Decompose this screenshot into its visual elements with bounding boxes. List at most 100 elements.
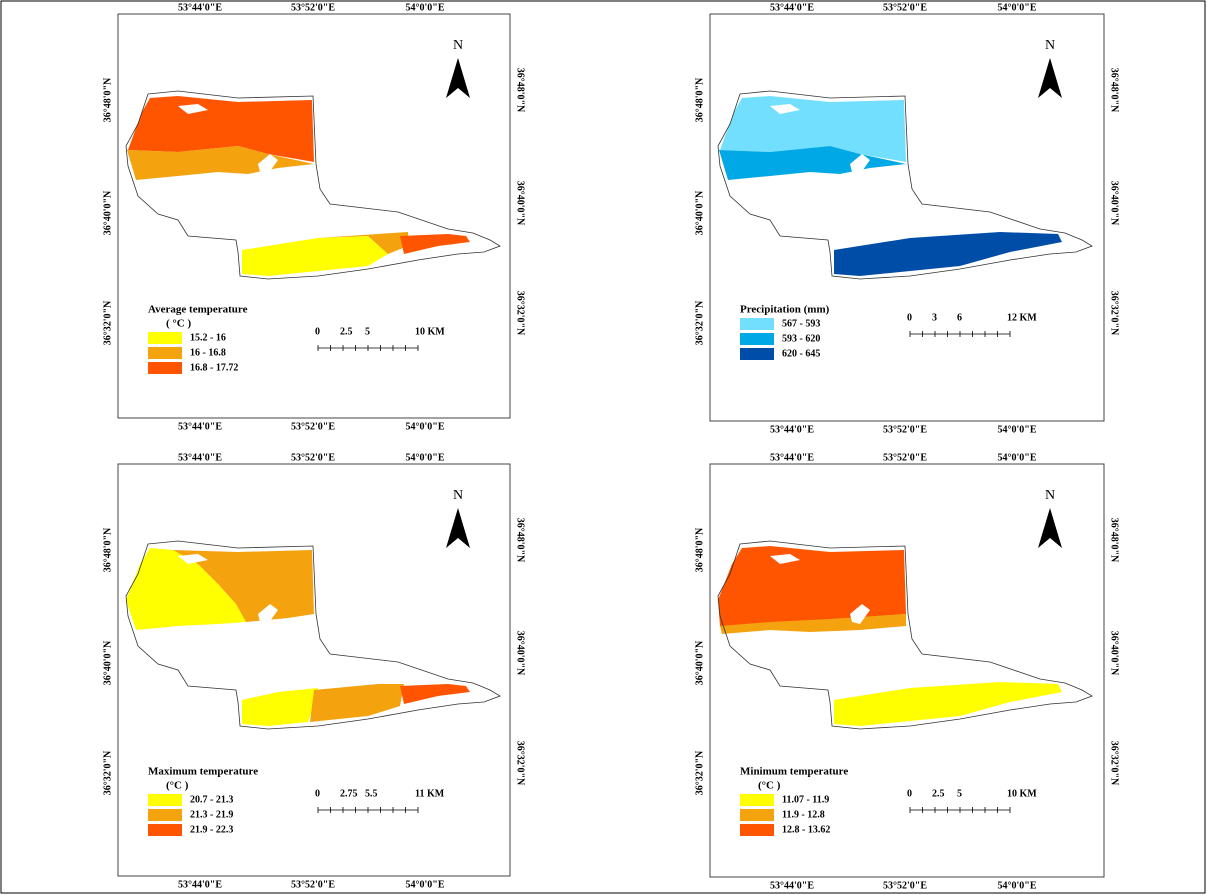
scale-label: 0 [315, 788, 320, 799]
latitude-label: 36°40'0"N [102, 190, 113, 235]
longitude-label: 53°52'0"E [291, 421, 335, 432]
latitude-label: 36°48'0"N [1109, 68, 1120, 113]
legend-swatch [740, 809, 774, 821]
latitude-label: 36°32'0"N [515, 291, 526, 336]
legend-swatch [740, 824, 774, 836]
legend-swatch [740, 318, 774, 330]
north-label: N [1045, 488, 1055, 503]
scale-label: 6 [957, 312, 962, 323]
longitude-label: 53°52'0"E [291, 879, 335, 890]
latitude-label: 36°32'0"N [694, 300, 705, 345]
map-panel: 53°44'0"E 53°52'0"E 54°0'0"E 53°44'0"E 53°52… [102, 452, 525, 890]
map-hole [258, 604, 278, 624]
latitude-label: 36°40'0"N [1109, 631, 1120, 676]
map-hole [770, 554, 800, 564]
map-hole [178, 554, 208, 564]
study-area-boundary [125, 90, 501, 280]
study-area-boundary [125, 540, 501, 730]
map-hole [258, 154, 278, 174]
latitude-label: 36°40'0"N [515, 181, 526, 226]
map-zone [719, 146, 906, 180]
map-zone [834, 682, 1062, 726]
legend-swatch [740, 333, 774, 345]
map-zone [718, 546, 906, 626]
legend-label: 11.9 - 12.8 [782, 809, 825, 820]
north-arrow [458, 508, 470, 548]
legend-title: Precipitation (mm) [740, 304, 830, 316]
map-frame [709, 13, 1105, 422]
north-arrow [446, 508, 458, 548]
map-hole [770, 104, 800, 114]
north-arrow [1050, 508, 1062, 548]
map-zone [834, 232, 1062, 276]
map-hole [228, 182, 243, 190]
latitude-label: 36°40'0"N [102, 640, 113, 685]
legend-swatch [148, 794, 182, 806]
scale-label: 11 KM [415, 788, 445, 799]
longitude-label: 54°0'0"E [998, 424, 1037, 435]
scale-label: 3 [932, 312, 937, 323]
legend-label: 12.8 - 13.62 [782, 824, 830, 835]
scale-label: 2.5 [932, 788, 945, 799]
map-hole [178, 104, 208, 114]
legend-label: 620 - 645 [782, 348, 820, 359]
north-label: N [453, 488, 463, 503]
longitude-label: 53°52'0"E [883, 424, 927, 435]
legend-label: 16 - 16.8 [190, 347, 226, 358]
legend-unit: (°C ) [166, 780, 189, 792]
map-zone [126, 548, 246, 630]
map-panel: 53°44'0"E 53°52'0"E 54°0'0"E 53°44'0"E 53°52… [694, 2, 1119, 435]
map-hole [820, 632, 835, 640]
legend-title: Average temperature [148, 304, 248, 316]
legend-label: 11.07 - 11.9 [782, 794, 829, 805]
map-frame [117, 13, 511, 419]
longitude-label: 54°0'0"E [998, 2, 1037, 13]
scale-label: 10 KM [1007, 788, 1037, 799]
legend-label: 16.8 - 17.72 [190, 362, 238, 373]
legend-swatch [148, 362, 182, 374]
north-arrow [446, 58, 458, 98]
north-label: N [1045, 38, 1055, 53]
latitude-label: 36°48'0"N [694, 527, 705, 572]
longitude-label: 53°44'0"E [178, 421, 222, 432]
longitude-label: 53°52'0"E [883, 880, 927, 891]
latitude-label: 36°32'0"N [102, 300, 113, 345]
map-zone [173, 550, 314, 622]
latitude-label: 36°48'0"N [1109, 518, 1120, 563]
longitude-label: 54°0'0"E [406, 2, 445, 13]
legend-swatch [148, 332, 182, 344]
map-hole [850, 154, 870, 174]
legend-swatch [740, 348, 774, 360]
longitude-label: 53°44'0"E [178, 2, 222, 13]
scale-label: 0 [315, 326, 320, 337]
longitude-label: 53°44'0"E [770, 880, 814, 891]
latitude-label: 36°40'0"N [515, 631, 526, 676]
map-zone [128, 96, 314, 162]
latitude-label: 36°48'0"N [694, 77, 705, 122]
legend-label: 15.2 - 16 [190, 332, 226, 343]
longitude-label: 54°0'0"E [406, 452, 445, 463]
longitude-label: 53°44'0"E [770, 2, 814, 13]
longitude-label: 53°52'0"E [883, 2, 927, 13]
latitude-label: 36°48'0"N [515, 68, 526, 113]
map-panel: 53°44'0"E 53°52'0"E 54°0'0"E 53°44'0"E 53°52… [102, 2, 525, 432]
legend-label: 21.3 - 21.9 [190, 809, 233, 820]
north-arrow [458, 58, 470, 98]
map-zone [400, 234, 470, 254]
north-arrow [1038, 58, 1050, 98]
map-zone [242, 688, 318, 726]
map-hole [820, 182, 835, 190]
map-frame [709, 463, 1105, 878]
legend-swatch [148, 824, 182, 836]
latitude-label: 36°32'0"N [515, 741, 526, 786]
legend-title: Minimum temperature [740, 766, 848, 778]
scale-label: 5 [957, 788, 962, 799]
map-panel: 53°44'0"E 53°52'0"E 54°0'0"E 53°44'0"E 53°52… [694, 452, 1119, 891]
latitude-label: 36°40'0"N [694, 190, 705, 235]
latitude-label: 36°48'0"N [102, 77, 113, 122]
longitude-label: 53°44'0"E [770, 424, 814, 435]
latitude-label: 36°40'0"N [1109, 181, 1120, 226]
map-zone [400, 684, 470, 704]
map-zone [318, 232, 408, 254]
